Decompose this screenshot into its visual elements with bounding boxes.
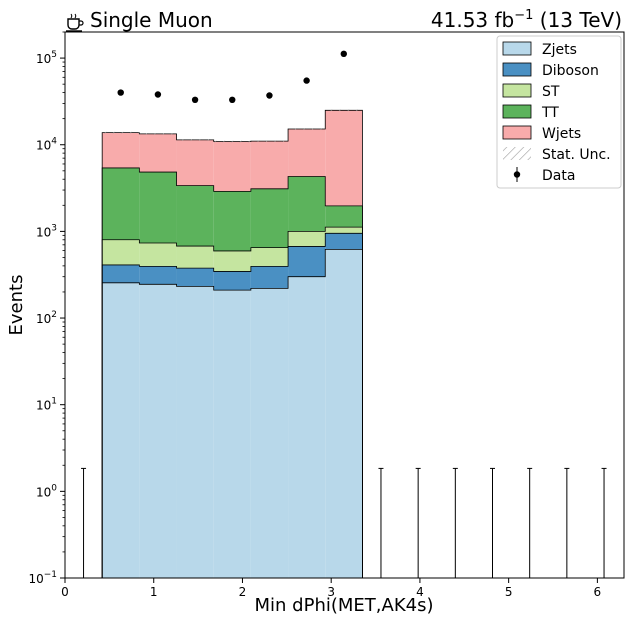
y-axis-label: Events [6, 275, 27, 336]
x-tick-label-4: 4 [416, 585, 424, 599]
stat-unc-bin-1 [102, 131, 140, 134]
bar-st-bin-3 [176, 246, 214, 269]
coffee-icon [66, 13, 84, 32]
x-tick-label-6: 6 [594, 585, 602, 599]
legend-swatch-tt [502, 104, 532, 119]
stat-unc-bin-2 [139, 133, 177, 135]
bar-diboson-bin-6 [288, 246, 326, 277]
x-axis-label: Min dPhi(MET,AK4s) [255, 595, 434, 616]
title-left-text: Single Muon [90, 8, 213, 32]
legend-label-2: ST [542, 84, 560, 100]
bar-zjets-bin-5 [250, 288, 289, 578]
bar-wjets-bin-1 [102, 132, 140, 168]
bar-wjets-bin-2 [139, 133, 177, 173]
stacked-bars [101, 109, 363, 578]
legend-label-5: Stat. Unc. [542, 147, 611, 163]
stat-unc-bin-7 [325, 109, 363, 112]
x-tick-label-2: 2 [239, 585, 247, 599]
stat-unc-bin-5 [250, 140, 289, 142]
bar-zjets-bin-2 [139, 284, 177, 578]
legend-swatch-zjets [502, 41, 532, 56]
stat-unc-bin-3 [176, 139, 214, 141]
bar-diboson-bin-3 [176, 268, 214, 287]
data-point-3 [191, 96, 199, 104]
bar-tt-bin-6 [288, 176, 326, 232]
bar-st-bin-5 [250, 247, 289, 267]
bar-zjets-bin-6 [288, 276, 326, 578]
data-point-1 [117, 89, 124, 96]
plot-frame [64, 31, 625, 579]
outline-st [101, 226, 363, 578]
bar-tt-bin-2 [139, 172, 177, 243]
bar-tt-bin-1 [102, 167, 140, 240]
y-tick-label-3: 102 [36, 310, 57, 326]
outline-diboson [101, 232, 363, 578]
y-tick-label-0: 10−1 [28, 570, 57, 586]
stat-unc-bin-4 [213, 140, 251, 143]
legend-label-6: Data [542, 168, 575, 184]
data-point-7 [340, 50, 347, 58]
bar-diboson-bin-1 [102, 264, 140, 283]
bar-tt-bin-7 [325, 205, 363, 228]
data-point-6 [303, 77, 310, 84]
y-tick-label-5: 104 [36, 137, 57, 153]
bar-st-bin-4 [213, 250, 251, 272]
bar-zjets-bin-4 [213, 290, 251, 578]
bar-diboson-bin-4 [213, 271, 251, 291]
legend-label-4: Wjets [542, 126, 581, 142]
x-tick-label-1: 1 [150, 585, 158, 599]
data-point-2 [154, 91, 162, 98]
legend-swatch-wjets [502, 125, 532, 140]
bar-diboson-bin-5 [250, 266, 289, 289]
bar-st-bin-7 [325, 227, 363, 234]
legend-data-marker [513, 171, 521, 178]
stat-unc-bin-6 [288, 128, 326, 130]
x-tick-label-0: 0 [61, 585, 69, 599]
y-tick-label-4: 103 [36, 223, 57, 239]
legend: Zjets Diboson ST TT Wjets Stat. Unc. Data [496, 35, 622, 189]
outline-tt [101, 167, 363, 578]
bar-st-bin-1 [102, 239, 140, 265]
legend-label-0: Zjets [542, 42, 577, 58]
bar-tt-bin-3 [176, 185, 214, 247]
y-axis-ticks: 10−1 100 101 102 103 104 105 [28, 31, 65, 586]
legend-label-1: Diboson [542, 63, 599, 79]
bar-diboson-bin-7 [325, 233, 363, 250]
legend-swatch-st [502, 83, 532, 98]
data-points [81, 50, 607, 578]
bar-st-bin-6 [288, 231, 326, 247]
title-right-suffix: (13 TeV) [533, 8, 622, 32]
bar-zjets-bin-1 [102, 282, 140, 578]
bar-tt-bin-5 [250, 188, 289, 248]
bar-wjets-bin-6 [288, 128, 326, 177]
bar-diboson-bin-2 [139, 266, 177, 285]
x-axis-ticks: 0 1 2 3 4 5 6 [61, 578, 601, 599]
title-left: Single Muon [66, 8, 213, 32]
outline-zjets [101, 248, 363, 578]
legend-label-3: TT [541, 105, 559, 121]
bar-wjets-bin-3 [176, 139, 214, 186]
y-tick-label-1: 100 [36, 483, 57, 499]
x-tick-label-3: 3 [327, 585, 335, 599]
bar-wjets-bin-7 [325, 110, 363, 206]
title-right-prefix: 41.53 fb [431, 8, 514, 32]
title-right: 41.53 fb−1 (13 TeV) [431, 8, 622, 32]
data-point-4 [229, 96, 236, 104]
data-point-5 [266, 92, 273, 99]
y-tick-label-6: 105 [36, 50, 57, 66]
title-right-sup: −1 [514, 8, 533, 23]
bar-zjets-bin-3 [176, 286, 214, 578]
legend-swatch-diboson [502, 62, 532, 77]
bar-st-bin-2 [139, 242, 177, 267]
y-tick-label-2: 101 [36, 397, 57, 413]
bar-wjets-bin-4 [213, 141, 251, 192]
bar-wjets-bin-5 [250, 141, 289, 189]
bar-tt-bin-4 [213, 191, 251, 251]
x-tick-label-5: 5 [505, 585, 513, 599]
legend-swatch-stat-unc [503, 147, 531, 160]
bar-zjets-bin-7 [325, 249, 363, 578]
